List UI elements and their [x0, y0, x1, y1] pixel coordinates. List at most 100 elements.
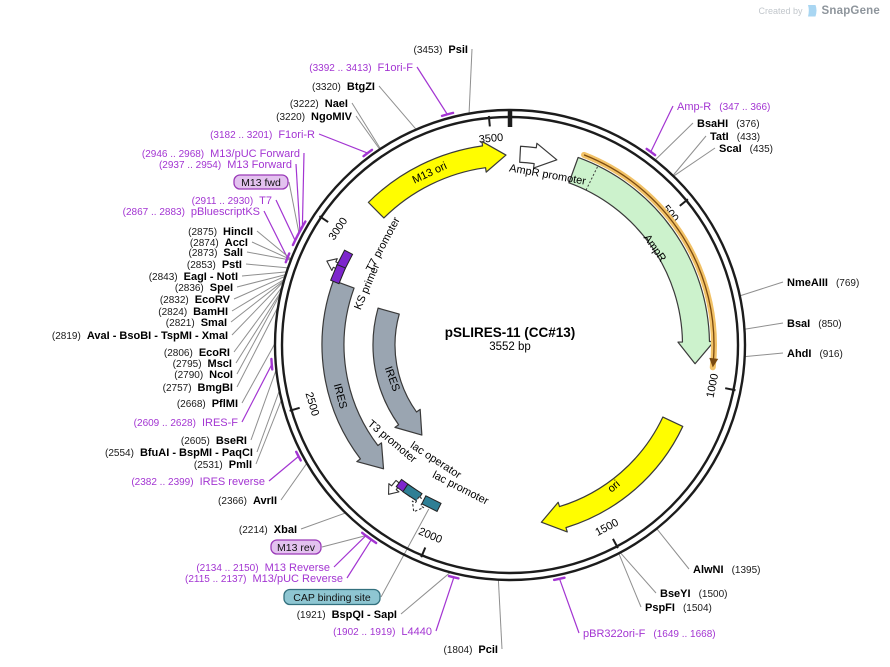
boxed-label-m13-fwd[interactable] [233, 174, 289, 190]
leader-line-cap-binding-site [380, 508, 430, 598]
site-label-msci[interactable]: (2795) MscI [173, 358, 232, 370]
site-label-smai[interactable]: (2821) SmaI [166, 317, 227, 329]
site-label-psii[interactable]: (3453) PsiI [414, 44, 468, 56]
site-label-bseyi[interactable]: BseYI (1500) [660, 588, 727, 600]
feature-cap-binding-box[interactable] [421, 495, 442, 513]
primer-mark-f1ori-f [440, 111, 455, 118]
primer-mark-ires-reverse [295, 450, 302, 462]
site-label-bsai[interactable]: BsaI (850) [787, 318, 842, 330]
boxed-label-cap-binding-site[interactable] [283, 588, 381, 606]
site-label-m13-reverse[interactable]: (2134 .. 2150) M13 Reverse [196, 562, 330, 574]
site-label-avrii[interactable]: (2366) AvrII [218, 495, 277, 507]
tick-mark-500 [679, 198, 689, 207]
site-label-f1ori-f[interactable]: (3392 .. 3413) F1ori-F [309, 62, 413, 74]
site-label-m13-forward[interactable]: (2937 .. 2954) M13 Forward [159, 159, 292, 171]
leader-line-pflmi [241, 343, 276, 404]
site-label-bamhi[interactable]: (2824) BamHI [158, 306, 228, 318]
site-label-alwni[interactable]: AlwNI (1395) [693, 564, 760, 576]
site-label-pbr322ori-f[interactable]: pBR322ori-F (1649 .. 1668) [583, 628, 716, 640]
site-label-pbluescriptks[interactable]: (2867 .. 2883) pBluescriptKS [123, 206, 260, 218]
leader-line-pcii [497, 579, 503, 650]
leader-line-ecorv [233, 275, 286, 300]
plasmid-name: pSLIRES-11 (CC#13) [444, 325, 576, 340]
feature-ampr[interactable] [568, 156, 715, 365]
leader-line-f1ori-r [318, 133, 368, 154]
site-label-spei[interactable]: (2836) SpeI [175, 282, 233, 294]
site-label-scai[interactable]: ScaI (435) [719, 143, 773, 155]
site-label-ngomiv[interactable]: (3220) NgoMIV [276, 111, 353, 123]
leader-line-avai-bsobi-tspmi-xmai [231, 281, 285, 336]
site-label-btgzi[interactable]: (3320) BtgZI [312, 81, 375, 93]
boxed-label-text-m13-rev: M13 rev [277, 542, 316, 554]
leader-line-ires-reverse [268, 455, 299, 482]
primer-mark-t7 [291, 234, 299, 247]
feature-m13-ori[interactable] [367, 140, 507, 219]
feature-boundary-dash [585, 165, 599, 191]
site-label-hincii[interactable]: (2875) HincII [188, 226, 253, 238]
site-label-acci[interactable]: (2874) AccI [190, 237, 248, 249]
leader-line-psti [245, 263, 289, 269]
feature-ks-primer-box[interactable] [329, 263, 347, 285]
site-label-ecorv[interactable]: (2832) EcoRV [160, 294, 231, 306]
leader-line-ecori [233, 286, 283, 353]
credit-prefix: Created by [758, 6, 803, 16]
site-label-m13-puc-forward[interactable]: (2946 .. 2968) M13/pUC Forward [142, 148, 300, 160]
site-label-m13-puc-reverse[interactable]: (2115 .. 2137) M13/pUC Reverse [185, 573, 343, 585]
site-label-ires-reverse[interactable]: (2382 .. 2399) IRES reverse [131, 476, 265, 488]
feature-label-ks-primer[interactable]: KS primer [352, 262, 382, 312]
feature-ires[interactable] [372, 307, 423, 436]
tick-label-3000: 3000 [327, 216, 351, 243]
leader-line-bamhi [231, 278, 285, 312]
site-label-nmeaiii[interactable]: NmeAIII (769) [787, 277, 859, 289]
primer-mark-f1ori-r [362, 148, 374, 158]
site-label-naei[interactable]: (3222) NaeI [290, 98, 348, 110]
site-label-sali[interactable]: (2873) SalI [189, 247, 243, 259]
feature-ires[interactable] [321, 279, 385, 470]
site-label-t7[interactable]: (2911 .. 2930) T7 [192, 195, 272, 207]
leader-line-m13-puc-reverse [346, 539, 372, 579]
site-label-bseri[interactable]: (2605) BseRI [181, 435, 247, 447]
site-label-eagi-noti[interactable]: (2843) EagI - NotI [149, 271, 238, 283]
leader-line-psii [468, 48, 473, 114]
site-label-tati[interactable]: TatI (433) [710, 131, 760, 143]
site-label-avai-bsobi-tspmi-xmai[interactable]: (2819) AvaI - BsoBI - TspMI - XmaI [52, 330, 228, 342]
leader-line-bsai [744, 322, 784, 330]
site-label-l4440[interactable]: (1902 .. 1919) L4440 [333, 626, 432, 638]
site-label-pspfi[interactable]: PspFI (1504) [645, 602, 712, 614]
tick-label-1500: 1500 [593, 517, 620, 539]
credit-line: Created by SnapGene [758, 4, 880, 18]
primer-mark-pbluescriptks [284, 252, 291, 264]
tick-mark-3000 [318, 215, 329, 223]
site-label-ecori[interactable]: (2806) EcoRI [164, 347, 230, 359]
site-label-bmgbi[interactable]: (2757) BmgBI [163, 382, 233, 394]
leader-line-sali [246, 251, 291, 261]
site-label-bsahi[interactable]: BsaHI (376) [697, 118, 760, 130]
leader-line-spei [236, 274, 286, 288]
boxed-label-m13-rev[interactable] [270, 539, 322, 555]
site-label-ncoi[interactable]: (2790) NcoI [174, 369, 233, 381]
feature-ampr-promoter[interactable] [519, 142, 558, 169]
boxed-label-text-cap-binding-site: CAP binding site [293, 592, 371, 604]
site-label-amp-r[interactable]: Amp-R (347 .. 366) [677, 101, 770, 113]
leader-line-bseri [250, 369, 277, 441]
site-label-pmli[interactable]: (2531) PmlI [194, 459, 252, 471]
leader-line-m13-reverse [333, 535, 367, 568]
site-label-f1ori-r[interactable]: (3182 .. 3201) F1ori-R [210, 129, 315, 141]
leader-line-bfuai-bspmi-paqci [256, 390, 280, 453]
feature-ori[interactable] [540, 416, 684, 533]
leader-line-tati [672, 135, 707, 176]
site-label-ires-f[interactable]: (2609 .. 2628) IRES-F [134, 417, 239, 429]
primer-mark-ires-f [270, 357, 274, 371]
site-label-pflmi[interactable]: (2668) PflMI [177, 398, 238, 410]
leader-line-naei [351, 102, 381, 150]
site-label-xbai[interactable]: (2214) XbaI [239, 524, 297, 536]
site-label-ahdi[interactable]: AhdI (916) [787, 348, 843, 360]
site-label-bspqi-sapi[interactable]: (1921) BspQI - SapI [297, 609, 397, 621]
leader-line-m13-rev [321, 535, 366, 548]
site-label-bfuai-bspmi-paqci[interactable]: (2554) BfuAI - BspMI - PaqCI [105, 447, 253, 459]
plasmid-size: 3552 bp [489, 341, 531, 353]
leader-line-btgzi [378, 85, 417, 130]
site-label-pcii[interactable]: (1804) PciI [444, 644, 498, 656]
site-label-psti[interactable]: (2853) PstI [187, 259, 242, 271]
